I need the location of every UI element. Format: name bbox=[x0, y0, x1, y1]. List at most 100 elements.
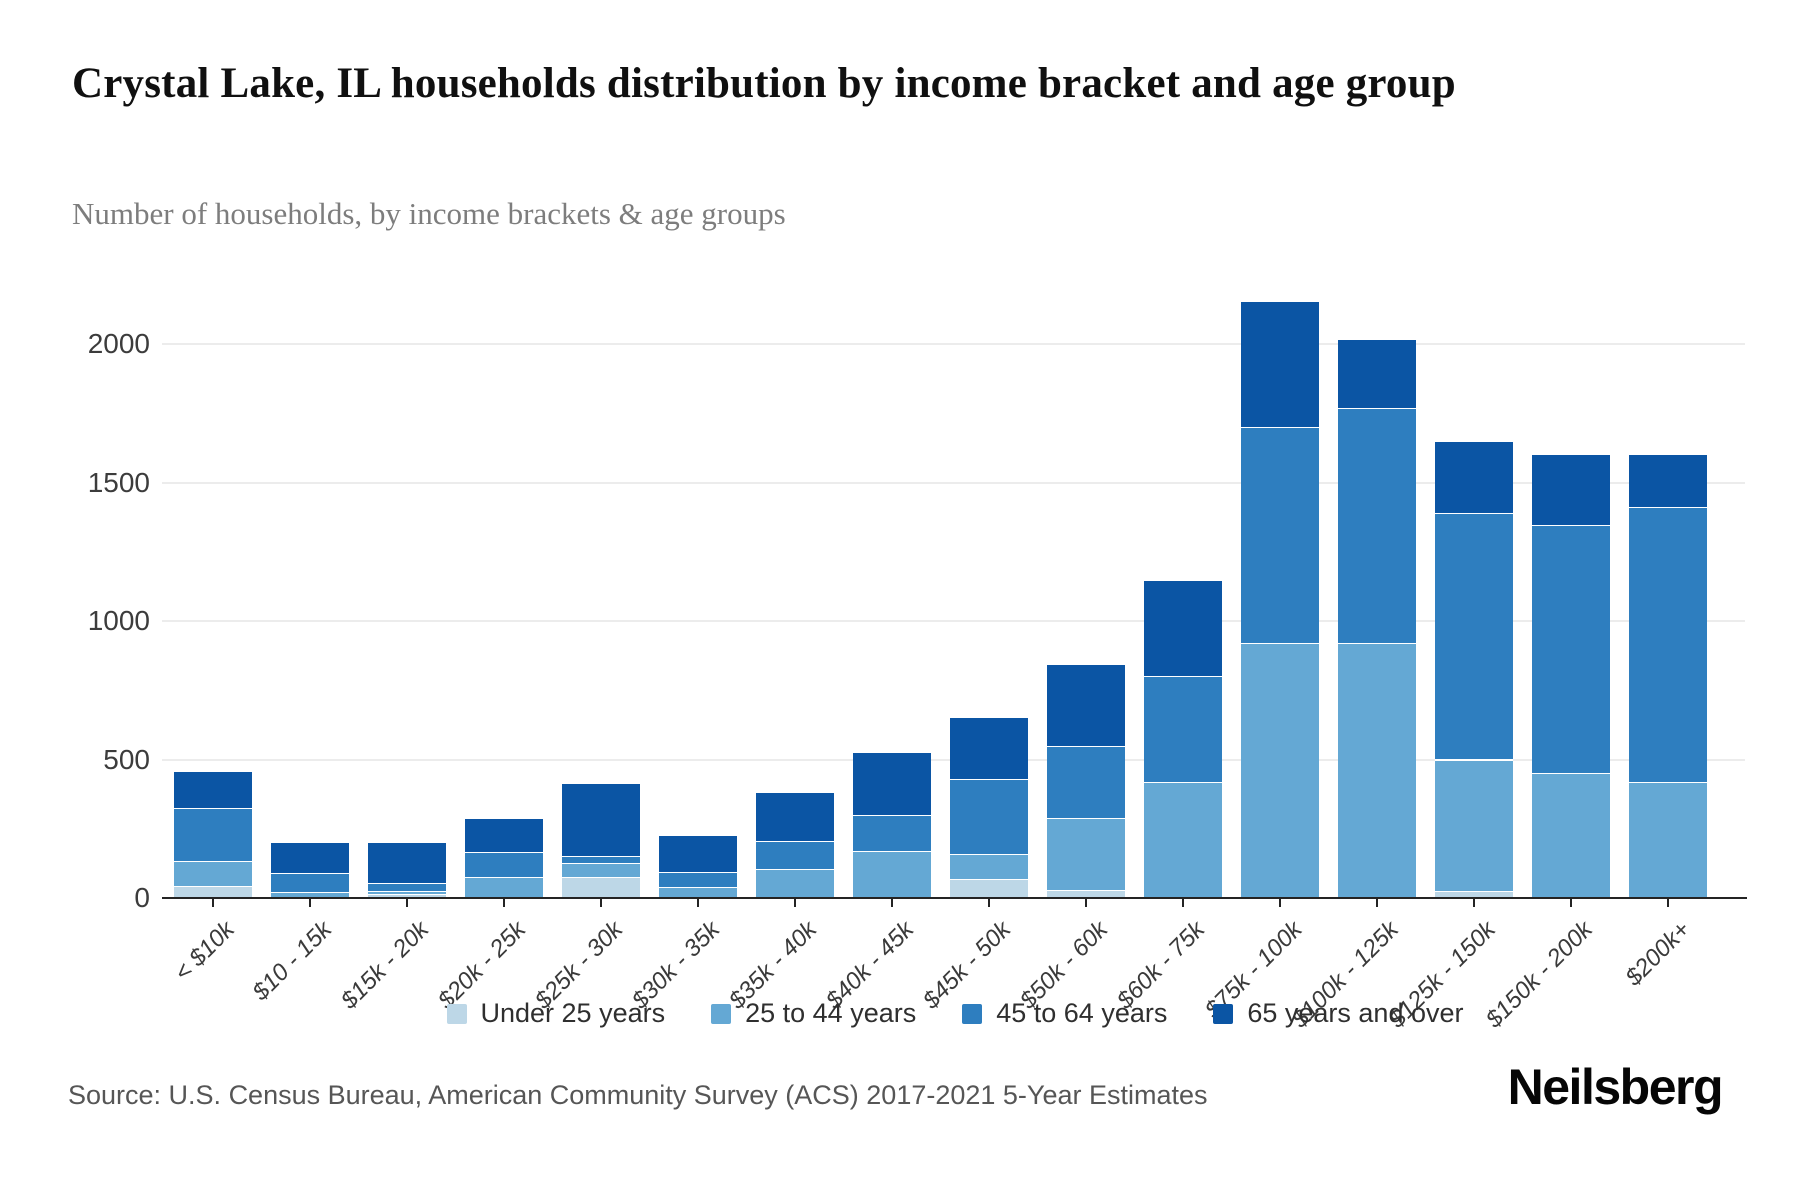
x-axis-tick bbox=[600, 899, 602, 907]
bar-segment[interactable] bbox=[562, 784, 640, 857]
legend-label: 65 years and over bbox=[1247, 998, 1464, 1028]
legend-item[interactable]: Under 25 years bbox=[446, 998, 666, 1029]
bar-segment[interactable] bbox=[1241, 302, 1319, 428]
segment-separator bbox=[368, 892, 446, 895]
segment-separator bbox=[368, 890, 446, 893]
bar-segment[interactable] bbox=[1241, 427, 1319, 644]
x-axis-tick bbox=[1085, 899, 1087, 907]
bar-segment[interactable] bbox=[1241, 643, 1319, 898]
segment-separator bbox=[756, 867, 834, 870]
bar-segment[interactable] bbox=[1047, 745, 1125, 818]
bar-segment[interactable] bbox=[174, 807, 252, 861]
segment-separator bbox=[1435, 511, 1513, 514]
bar-segment[interactable] bbox=[1629, 454, 1707, 508]
segment-separator bbox=[1629, 780, 1707, 783]
bar-segment[interactable] bbox=[1144, 676, 1222, 782]
bar-segment[interactable] bbox=[1629, 507, 1707, 782]
x-axis-label: < $10k bbox=[169, 916, 241, 987]
bar-segment[interactable] bbox=[1532, 773, 1610, 898]
bar-segment[interactable] bbox=[1435, 512, 1513, 760]
bar-segment[interactable] bbox=[853, 814, 931, 851]
bar-segment[interactable] bbox=[271, 892, 349, 898]
segment-separator bbox=[1047, 816, 1125, 819]
segment-separator bbox=[853, 813, 931, 816]
bar-segment[interactable] bbox=[562, 856, 640, 864]
gridline-1500 bbox=[162, 481, 1745, 484]
segment-separator bbox=[1338, 642, 1416, 645]
legend-label: Under 25 years bbox=[480, 998, 666, 1028]
bar-segment[interactable] bbox=[659, 871, 737, 887]
bar-segment[interactable] bbox=[1144, 580, 1222, 677]
bar-segment[interactable] bbox=[950, 853, 1028, 879]
bar-segment[interactable] bbox=[1435, 442, 1513, 513]
segment-separator bbox=[174, 806, 252, 809]
bar-segment[interactable] bbox=[756, 792, 834, 842]
bar-segment[interactable] bbox=[950, 878, 1028, 898]
segment-separator bbox=[562, 855, 640, 858]
bar-segment[interactable] bbox=[174, 860, 252, 886]
x-axis-tick bbox=[794, 899, 796, 907]
bar-segment[interactable] bbox=[853, 850, 931, 898]
bar-segment[interactable] bbox=[562, 877, 640, 898]
bar-segment[interactable] bbox=[368, 882, 446, 892]
segment-separator bbox=[465, 876, 543, 879]
bar-segment[interactable] bbox=[950, 778, 1028, 854]
legend-item[interactable]: 45 to 64 years bbox=[962, 998, 1167, 1029]
bar-segment[interactable] bbox=[1047, 889, 1125, 898]
bar-segment[interactable] bbox=[1435, 891, 1513, 898]
bar-segment[interactable] bbox=[659, 835, 737, 872]
segment-separator bbox=[1338, 406, 1416, 409]
segment-separator bbox=[1047, 888, 1125, 891]
bar-segment[interactable] bbox=[174, 771, 252, 808]
segment-separator bbox=[1435, 758, 1513, 761]
segment-separator bbox=[950, 852, 1028, 855]
bar-segment[interactable] bbox=[1047, 665, 1125, 746]
bar-segment[interactable] bbox=[368, 842, 446, 883]
bar-segment[interactable] bbox=[174, 885, 252, 898]
bar-segment[interactable] bbox=[562, 863, 640, 878]
bar-segment[interactable] bbox=[950, 717, 1028, 779]
segment-separator bbox=[271, 872, 349, 875]
bar-segment[interactable] bbox=[1435, 759, 1513, 892]
y-axis-tick-label: 0 bbox=[134, 882, 150, 913]
bar-segment[interactable] bbox=[1532, 525, 1610, 774]
x-axis-label: $200k+ bbox=[1619, 916, 1696, 992]
bar-segment[interactable] bbox=[1532, 454, 1610, 526]
bar-segment[interactable] bbox=[659, 886, 737, 898]
brand-logo: Neilsberg bbox=[1507, 1059, 1724, 1115]
bar-segment[interactable] bbox=[1338, 407, 1416, 644]
source-note: Source: U.S. Census Bureau, American Com… bbox=[68, 1080, 1208, 1110]
bar-segment[interactable] bbox=[853, 752, 931, 815]
bar-segment[interactable] bbox=[1629, 781, 1707, 898]
x-axis-tick bbox=[1182, 899, 1184, 907]
bar-segment[interactable] bbox=[465, 877, 543, 898]
bar-segment[interactable] bbox=[465, 819, 543, 853]
bar-segment[interactable] bbox=[1144, 781, 1222, 898]
segment-separator bbox=[465, 851, 543, 854]
bar-segment[interactable] bbox=[271, 873, 349, 893]
segment-separator bbox=[1532, 524, 1610, 527]
bar-segment[interactable] bbox=[756, 841, 834, 869]
bar-segment[interactable] bbox=[1338, 339, 1416, 408]
x-axis-tick bbox=[1667, 899, 1669, 907]
segment-separator bbox=[174, 859, 252, 862]
bar-segment[interactable] bbox=[756, 868, 834, 898]
x-axis-tick bbox=[1570, 899, 1572, 907]
segment-separator bbox=[659, 870, 737, 873]
segment-separator bbox=[562, 876, 640, 879]
gridline-2000 bbox=[162, 343, 1745, 345]
segment-separator bbox=[562, 862, 640, 865]
x-axis-tick bbox=[1279, 899, 1281, 907]
legend-item[interactable]: 25 to 44 years bbox=[711, 998, 916, 1029]
legend-item[interactable]: 65 years and over bbox=[1213, 998, 1464, 1029]
x-axis-tick bbox=[1376, 899, 1378, 907]
bar-segment[interactable] bbox=[465, 852, 543, 878]
bar-segment[interactable] bbox=[368, 893, 446, 898]
segment-separator bbox=[659, 885, 737, 888]
bar-segment[interactable] bbox=[1047, 817, 1125, 890]
x-axis-line bbox=[162, 897, 1747, 899]
bar-segment[interactable] bbox=[271, 842, 349, 874]
bar-segment[interactable] bbox=[368, 891, 446, 894]
bar-segment[interactable] bbox=[1338, 643, 1416, 898]
